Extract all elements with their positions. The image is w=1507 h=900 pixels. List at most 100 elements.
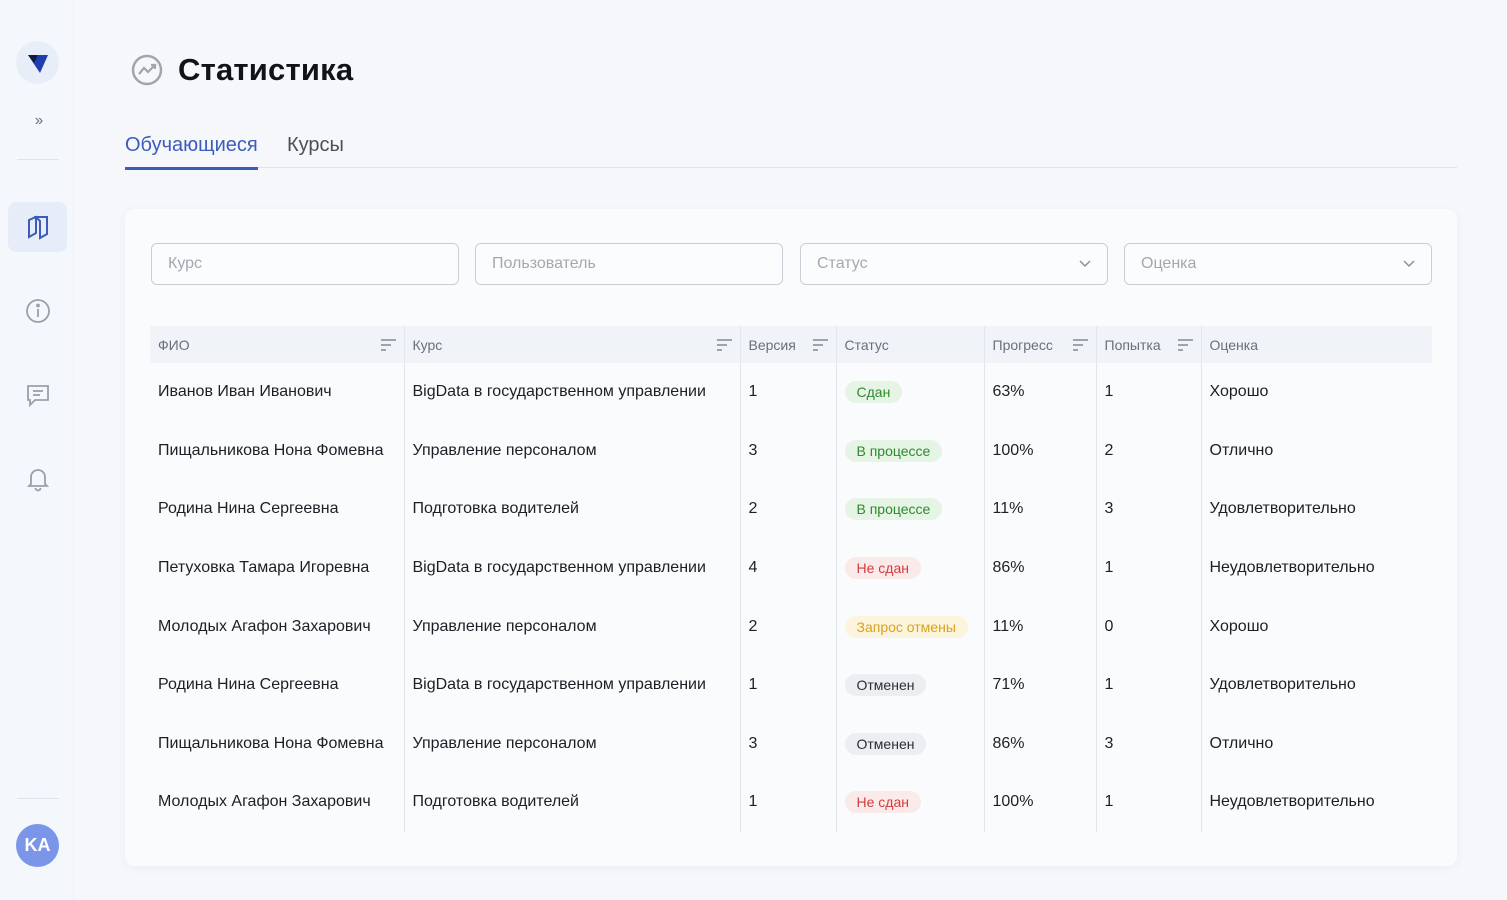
column-label: Курс [412,336,443,353]
cell-grade: Хорошо [1209,617,1269,635]
cell-attempt: 1 [1096,655,1202,715]
table-row[interactable]: Пищальникова Нона Фомевна Управление перс… [150,421,1432,481]
cell-version: 1 [740,655,837,715]
status-badge: Сдан [844,381,903,404]
chat-icon [26,385,49,408]
sidebar-item-courses[interactable] [8,202,67,252]
cell-grade: Хорошо [1209,383,1269,401]
tab-courses[interactable]: Курсы [287,134,344,156]
cell-version: 2 [740,480,837,539]
cell-attempt: 1 [1096,538,1202,598]
cell-version: 1 [740,363,837,422]
course-filter-input[interactable] [168,255,442,273]
cell-course: Управление персоналом [404,597,741,656]
cell-attempt: 3 [1096,480,1202,539]
column-label: Оценка [1209,336,1259,353]
cell-course: BigData в государственном управлении [404,538,741,598]
statistics-card: Статус Оценка ФИО Курс Версия Статус Прогрес… [125,209,1457,866]
column-label: ФИО [158,336,190,353]
column-name-header[interactable]: ФИО [150,326,405,363]
sort-icon[interactable] [380,338,396,351]
table-header-row: ФИО Курс Версия Статус Прогресс Попытка Оценка [150,326,1432,363]
cell-name: Родина Нина Сергеевна [150,480,405,539]
status-badge: Не сдан [844,557,921,580]
table-row[interactable]: Пищальникова Нона Фомевна Управление перс… [150,714,1432,774]
cell-name: Пищальникова Нона Фомевна [150,714,405,774]
tab-learners[interactable]: Обучающиеся [125,134,258,170]
students-table: ФИО Курс Версия Статус Прогресс Попытка Оценка… [150,326,1432,832]
column-version-header[interactable]: Версия [740,326,837,363]
cell-grade: Отлично [1209,734,1274,752]
sidebar-item-info[interactable] [8,286,67,336]
sidebar-item-messages[interactable] [8,370,67,420]
column-course-header[interactable]: Курс [404,326,741,363]
cell-name: Молодых Агафон Захарович [150,597,405,656]
sort-icon[interactable] [1072,338,1088,351]
column-attempt-header[interactable]: Попытка [1096,326,1202,363]
cell-version: 2 [740,597,837,656]
column-label: Прогресс [992,336,1053,353]
cell-progress: 63% [984,363,1097,422]
user-avatar[interactable]: KA [16,824,59,867]
course-filter-field[interactable] [151,243,459,285]
status-badge: Отменен [844,674,927,697]
cell-name: Родина Нина Сергеевна [150,655,405,715]
cell-grade: Отлично [1209,441,1274,459]
app-logo[interactable] [16,41,59,84]
status-badge: Запрос отмены [844,615,968,638]
table-row[interactable]: Родина Нина Сергеевна BigData в государст… [150,655,1432,715]
cell-course: Управление персоналом [404,714,741,774]
sort-icon[interactable] [716,338,732,351]
cell-status: Отменен [836,714,985,774]
table-row[interactable]: Молодых Агафон Захарович Подготовка водит… [150,773,1432,832]
cell-grade: Удовлетворительно [1209,500,1356,518]
table-body: Иванов Иван Иванович BigData в государств… [150,363,1432,832]
chevron-down-icon [1403,260,1415,268]
cell-progress: 100% [984,773,1097,832]
user-filter-field[interactable] [475,243,783,285]
column-label: Статус [844,336,889,353]
table-row[interactable]: Молодых Агафон Захарович Управление персо… [150,597,1432,656]
user-filter-input[interactable] [492,255,766,273]
cell-attempt: 0 [1096,597,1202,656]
cell-version: 3 [740,421,837,481]
table-row[interactable]: Иванов Иван Иванович BigData в государств… [150,363,1432,422]
cell-progress: 86% [984,714,1097,774]
cell-attempt: 1 [1096,773,1202,832]
expand-sidebar-button[interactable]: ›› [27,110,49,132]
sidebar-item-notifications[interactable] [8,454,67,504]
cell-course: Подготовка водителей [404,773,741,832]
status-filter-select[interactable]: Статус [800,243,1108,285]
table-row[interactable]: Родина Нина Сергеевна Подготовка водителе… [150,480,1432,539]
sidebar-divider-bottom [17,798,59,799]
cell-status: Запрос отмены [836,597,985,656]
column-label: Версия [748,336,796,353]
logo-icon [27,54,48,73]
cell-grade: Неудовлетворительно [1209,559,1375,577]
grade-filter-select[interactable]: Оценка [1124,243,1432,285]
page-header: Статистика [130,52,353,88]
column-progress-header[interactable]: Прогресс [984,326,1097,363]
cell-progress: 86% [984,538,1097,598]
sort-icon[interactable] [812,338,828,351]
table-row[interactable]: Петуховка Тамара Игоревна BigData в госуд… [150,538,1432,598]
cell-version: 3 [740,714,837,774]
cell-name: Иванов Иван Иванович [150,363,405,422]
sidebar: ›› KA [0,0,74,900]
column-label: Попытка [1104,336,1161,353]
status-badge: Отменен [844,732,927,755]
cell-status: Отменен [836,655,985,715]
cell-course: Подготовка водителей [404,480,741,539]
chevrons-right-icon: ›› [34,112,44,129]
cell-version: 4 [740,538,837,598]
tab-bar: Обучающиеся Курсы [125,130,1457,170]
sort-icon[interactable] [1177,338,1193,351]
column-grade-header: Оценка [1201,326,1432,363]
cell-progress: 11% [984,480,1097,539]
cell-grade: Неудовлетворительно [1209,793,1375,811]
sidebar-divider [17,159,59,160]
bell-icon [26,469,49,492]
cell-attempt: 3 [1096,714,1202,774]
cell-version: 1 [740,773,837,832]
cell-name: Петуховка Тамара Игоревна [150,538,405,598]
